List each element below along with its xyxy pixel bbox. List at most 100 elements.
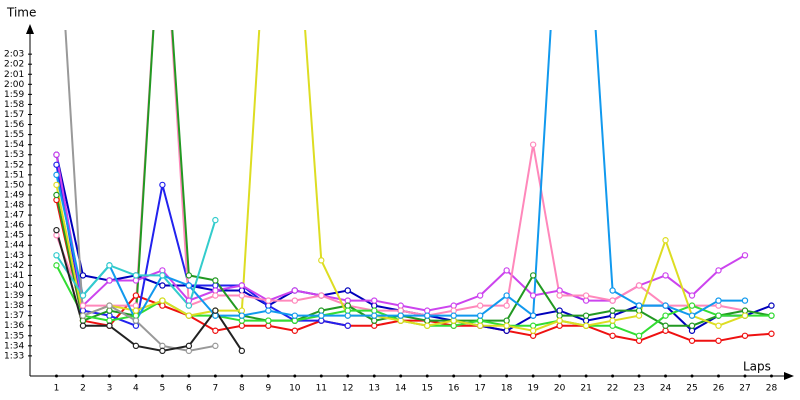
data-point — [344, 297, 351, 304]
data-point — [424, 312, 431, 319]
data-point — [132, 317, 140, 324]
y-tick-label: 1:52 — [4, 160, 24, 170]
data-point — [715, 297, 722, 304]
y-tick-label: 1:36 — [4, 321, 24, 331]
y-tick-label: 1:57 — [4, 110, 24, 120]
data-point — [688, 292, 696, 299]
x-tick-label: 21 — [580, 384, 591, 394]
data-point — [529, 292, 537, 299]
data-point — [609, 317, 616, 324]
data-point — [79, 302, 87, 309]
data-point — [185, 297, 193, 304]
data-point — [371, 317, 378, 324]
data-point — [132, 322, 140, 329]
y-tick-label: 1:35 — [4, 331, 24, 341]
data-point — [159, 297, 166, 304]
data-point — [582, 317, 590, 324]
data-point — [450, 317, 457, 324]
x-axis-arrow — [784, 372, 794, 380]
data-point — [582, 322, 590, 329]
x-tick — [478, 374, 482, 378]
data-point — [424, 307, 431, 314]
y-tick-label: 1:55 — [4, 130, 24, 140]
data-point — [715, 337, 722, 344]
data-point — [715, 267, 722, 274]
x-tick-label: 23 — [633, 384, 644, 394]
data-point — [212, 342, 219, 350]
x-tick — [452, 374, 456, 378]
data-point — [688, 337, 696, 344]
x-tick — [107, 374, 111, 378]
data-point — [688, 322, 696, 329]
y-axis-label: Time — [6, 6, 36, 20]
x-tick-label: 5 — [160, 384, 166, 394]
x-tick — [769, 374, 773, 378]
data-point — [291, 287, 299, 294]
data-point — [238, 292, 246, 299]
data-point — [397, 317, 404, 324]
data-point — [397, 312, 404, 319]
data-point — [768, 330, 775, 337]
x-tick-label: 26 — [713, 384, 725, 394]
y-tick-label: 1:38 — [4, 301, 24, 311]
data-point — [476, 312, 484, 319]
y-tick-label: 1:49 — [4, 190, 24, 200]
data-point — [371, 322, 378, 329]
data-point — [212, 282, 219, 289]
data-point — [238, 287, 246, 294]
data-point — [344, 307, 351, 314]
data-point — [741, 307, 749, 314]
data-point — [741, 297, 749, 304]
data-point — [503, 267, 510, 274]
data-point — [529, 312, 537, 319]
y-tick-label: 1:37 — [4, 311, 24, 321]
data-point — [476, 317, 484, 324]
x-tick — [54, 374, 58, 378]
x-tick — [319, 374, 323, 378]
data-point — [556, 292, 563, 299]
x-tick-label: 12 — [342, 384, 353, 394]
data-point — [238, 307, 246, 314]
data-point — [715, 312, 722, 319]
data-point — [291, 317, 299, 324]
x-tick-label: 18 — [501, 384, 513, 394]
x-tick-label: 16 — [448, 384, 460, 394]
data-point — [185, 302, 193, 309]
data-point — [582, 312, 590, 319]
data-point — [53, 252, 60, 259]
x-tick-label: 19 — [527, 384, 539, 394]
x-tick-label: 3 — [107, 384, 113, 394]
data-point — [318, 317, 325, 324]
y-tick-label: 1:59 — [4, 90, 24, 100]
data-point — [715, 302, 722, 309]
data-point — [556, 287, 563, 294]
data-point — [238, 312, 246, 319]
y-tick-label: 1:56 — [4, 120, 24, 130]
x-tick — [584, 374, 588, 378]
data-point — [265, 322, 272, 329]
data-point — [106, 322, 113, 329]
data-point — [53, 226, 60, 234]
plot-area — [53, 30, 775, 355]
data-point — [212, 327, 219, 334]
data-point — [662, 322, 669, 329]
data-point — [185, 312, 193, 319]
data-point — [371, 312, 378, 319]
data-point — [635, 312, 643, 319]
data-point — [503, 292, 510, 299]
x-tick — [372, 374, 376, 378]
x-tick-label: 24 — [660, 384, 672, 394]
data-point — [529, 272, 537, 279]
y-tick-label: 1:51 — [4, 170, 24, 180]
data-point — [79, 317, 87, 324]
data-point — [265, 297, 272, 304]
data-point — [212, 312, 219, 319]
x-tick — [399, 374, 403, 378]
data-point — [503, 322, 510, 329]
y-tick-label: 1:42 — [4, 261, 24, 271]
data-point — [688, 327, 696, 334]
data-point — [238, 347, 246, 355]
series-line — [55, 30, 745, 323]
data-point — [185, 282, 193, 289]
data-point — [609, 332, 616, 339]
